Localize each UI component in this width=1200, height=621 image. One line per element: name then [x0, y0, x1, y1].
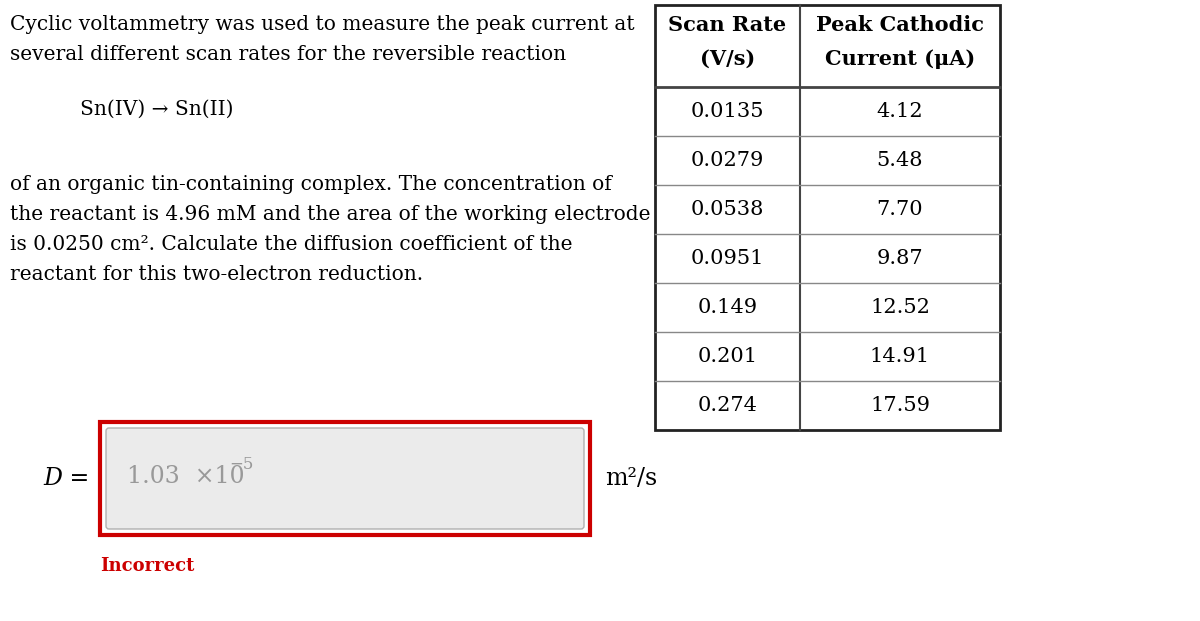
Text: 14.91: 14.91 — [870, 347, 930, 366]
Text: 17.59: 17.59 — [870, 396, 930, 415]
Text: 9.87: 9.87 — [877, 249, 923, 268]
Text: 4.12: 4.12 — [877, 102, 923, 121]
Text: the reactant is 4.96 mM and the area of the working electrode: the reactant is 4.96 mM and the area of … — [10, 205, 650, 224]
Text: 12.52: 12.52 — [870, 298, 930, 317]
Text: several different scan rates for the reversible reaction: several different scan rates for the rev… — [10, 45, 566, 64]
Text: 7.70: 7.70 — [877, 200, 923, 219]
FancyBboxPatch shape — [106, 428, 584, 529]
Text: 0.0538: 0.0538 — [691, 200, 764, 219]
Text: m²/s: m²/s — [605, 467, 658, 490]
Text: Incorrect: Incorrect — [100, 557, 194, 575]
Text: Sn(IV) → Sn(II): Sn(IV) → Sn(II) — [80, 100, 234, 119]
Text: 0.0279: 0.0279 — [691, 151, 764, 170]
Text: Cyclic voltammetry was used to measure the peak current at: Cyclic voltammetry was used to measure t… — [10, 15, 635, 34]
Text: reactant for this two-electron reduction.: reactant for this two-electron reduction… — [10, 265, 424, 284]
Text: 0.0135: 0.0135 — [691, 102, 764, 121]
Text: D =: D = — [43, 467, 90, 490]
Text: is 0.0250 cm². Calculate the diffusion coefficient of the: is 0.0250 cm². Calculate the diffusion c… — [10, 235, 572, 254]
Text: 0.149: 0.149 — [697, 298, 757, 317]
Text: 5.48: 5.48 — [877, 151, 923, 170]
Text: −5: −5 — [229, 456, 253, 473]
Text: of an organic tin-containing complex. The concentration of: of an organic tin-containing complex. Th… — [10, 175, 612, 194]
Text: 0.274: 0.274 — [697, 396, 757, 415]
Text: Current (μA): Current (μA) — [824, 49, 976, 69]
Text: 1.03  ×10: 1.03 ×10 — [127, 465, 245, 488]
Text: 0.201: 0.201 — [697, 347, 757, 366]
Text: 0.0951: 0.0951 — [691, 249, 764, 268]
Text: Scan Rate: Scan Rate — [668, 15, 786, 35]
Text: Peak Cathodic: Peak Cathodic — [816, 15, 984, 35]
FancyBboxPatch shape — [100, 422, 590, 535]
Text: (V/s): (V/s) — [700, 49, 755, 69]
FancyBboxPatch shape — [655, 5, 1000, 430]
